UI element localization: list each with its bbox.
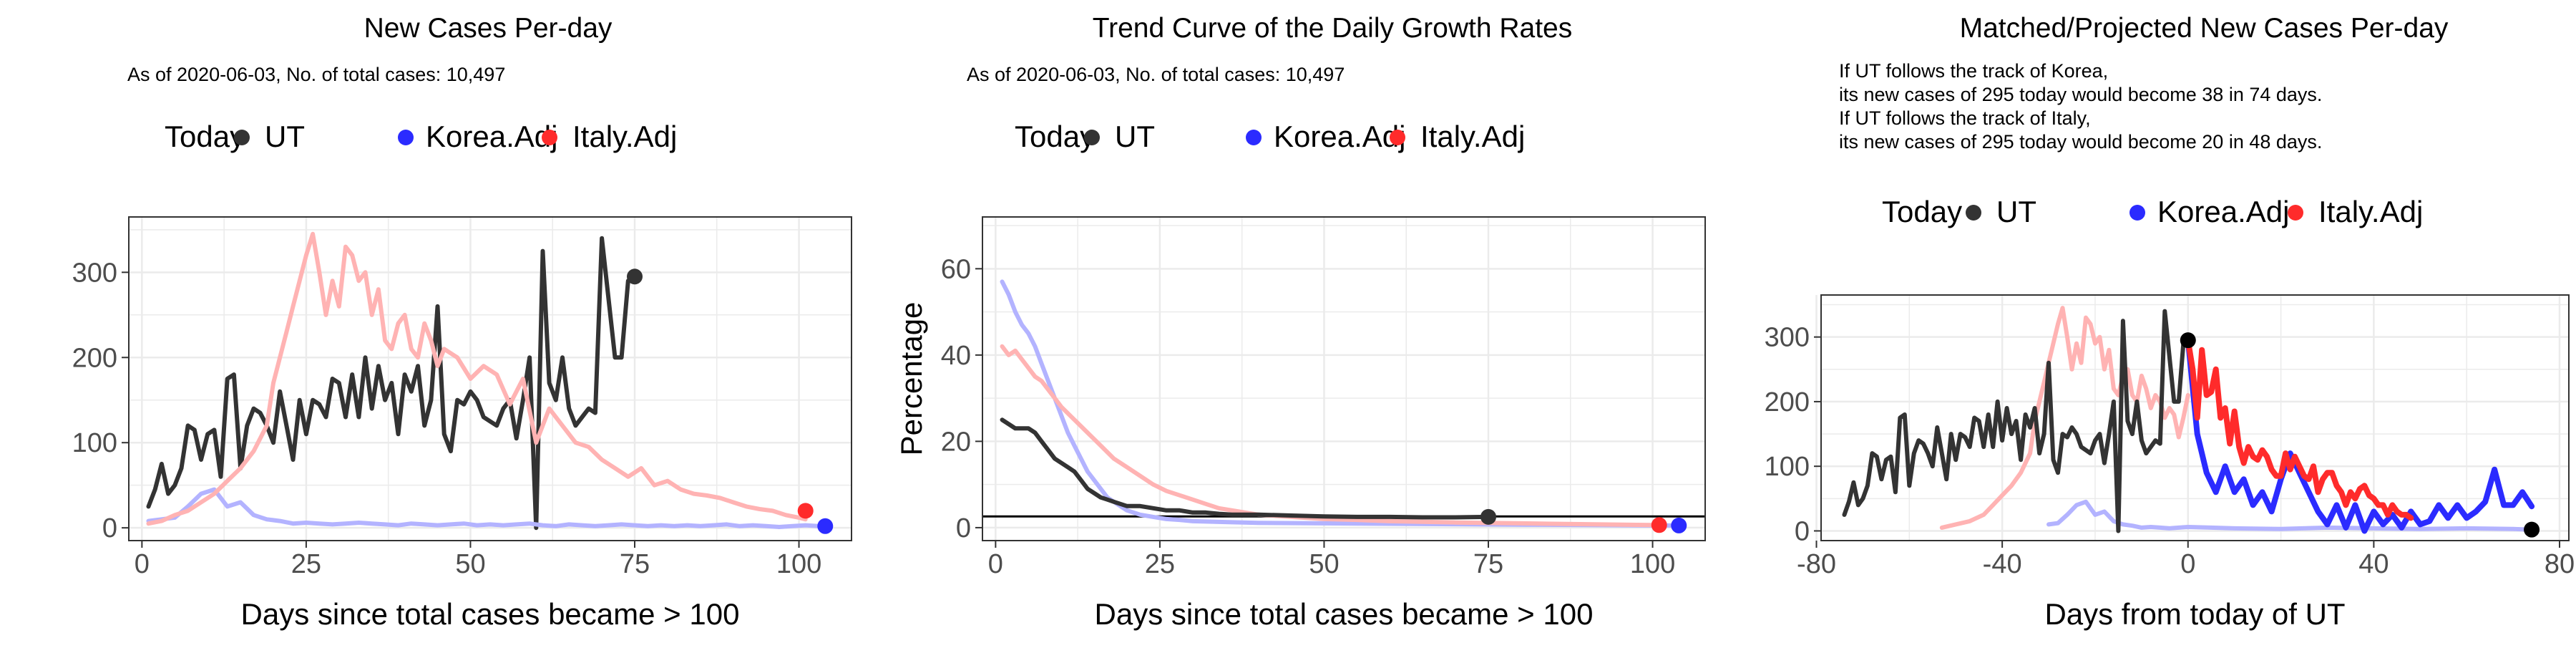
chart-subtitle-line: If UT follows the track of Italy,: [1839, 107, 2091, 129]
series-line-korea-adj: [146, 487, 828, 529]
today-point-ut: [2180, 332, 2196, 349]
chart-legend: Today UT Korea.Adj Italy.Adj: [1882, 195, 2423, 228]
y-tick-label: 200: [1765, 387, 1810, 417]
chart-legend: Today UT Korea.Adj Italy.Adj: [165, 120, 677, 153]
x-tick-label: 25: [1145, 549, 1175, 579]
y-tick-label: 0: [956, 513, 971, 543]
growth-rate-chart: Trend Curve of the Daily Growth Rates As …: [859, 0, 1717, 644]
x-tick-label: 100: [776, 549, 821, 579]
x-tick-label: 50: [455, 549, 485, 579]
y-tick-label: 0: [1795, 516, 1810, 546]
growth-rate-chart-svg: Trend Curve of the Daily Growth Rates As …: [894, 13, 1706, 631]
chart-subtitle-line: its new cases of 295 today would become …: [1839, 84, 2322, 105]
chart-subtitle-line: its new cases of 295 today would become …: [1839, 131, 2322, 153]
x-tick-label: 25: [291, 549, 321, 579]
legend-key-1: [2129, 205, 2145, 221]
plot-border: [128, 216, 852, 541]
series-line-korea-adj: [2046, 499, 2534, 532]
legend-key-1: [398, 130, 414, 145]
plot-area: [1842, 306, 2535, 534]
legend-key-0: [1084, 130, 1100, 145]
x-tick-label: -80: [1797, 549, 1836, 579]
plot-background: [982, 217, 1705, 541]
x-tick-label: 0: [135, 549, 150, 579]
x-tick-label: 75: [620, 549, 650, 579]
new-cases-chart: New Cases Per-day As of 2020-06-03, No. o…: [0, 0, 859, 644]
legend-title: Today: [1015, 120, 1095, 153]
today-point-korea-adj: [817, 518, 834, 534]
plot-area: [982, 279, 1705, 528]
y-tick-label: 40: [941, 341, 971, 371]
x-tick-label: 75: [1473, 549, 1503, 579]
x-tick-label: 80: [2545, 549, 2575, 579]
today-point-korea-adj: [1671, 517, 1687, 533]
legend-label: UT: [1996, 195, 2036, 228]
legend-label: Korea.Adj: [2157, 195, 2289, 228]
series-line-italy-adj: [1000, 344, 1662, 528]
new-cases-chart-svg: New Cases Per-day As of 2020-06-03, No. o…: [72, 13, 852, 631]
x-axis-label: Days since total cases became > 100: [241, 597, 740, 631]
plot-border: [982, 216, 1706, 541]
legend-label: UT: [1115, 120, 1155, 153]
legend-label: Korea.Adj: [426, 120, 557, 153]
legend-label: Korea.Adj: [1274, 120, 1405, 153]
projected-cases-chart: Matched/Projected New Cases Per-day If UT…: [1717, 0, 2576, 644]
chart-title: Trend Curve of the Daily Growth Rates: [1093, 13, 1572, 44]
plot-background: [129, 217, 852, 541]
chart-title: New Cases Per-day: [364, 13, 613, 44]
x-tick-label: 0: [2180, 549, 2195, 579]
x-axis-label: Days since total cases became > 100: [1095, 597, 1594, 631]
legend-key-2: [2288, 205, 2303, 221]
chart-subtitle-line: If UT follows the track of Korea,: [1839, 60, 2108, 82]
x-axis-label: Days from today of UT: [2044, 597, 2345, 631]
chart-legend: Today UT Korea.Adj Italy.Adj: [1015, 120, 1525, 153]
y-tick-label: 0: [102, 513, 117, 543]
y-tick-label: 20: [941, 427, 971, 457]
legend-title: Today: [1882, 195, 1962, 228]
today-point-korea-adj: [2524, 521, 2540, 538]
series-line-italy-adj: [2185, 337, 2414, 521]
x-tick-label: -40: [1983, 549, 2022, 579]
y-axis-label: Percentage: [894, 302, 928, 456]
y-tick-label: 300: [72, 258, 117, 288]
series-line-italy-adj: [146, 231, 808, 526]
y-tick-label: 100: [1765, 452, 1810, 482]
legend-label: Italy.Adj: [2318, 195, 2423, 228]
legend-label: UT: [265, 120, 305, 153]
chart-subtitle: As of 2020-06-03, No. of total cases: 10…: [127, 64, 505, 85]
today-point-ut: [1480, 508, 1496, 525]
plot-area: [146, 231, 828, 531]
series-line-italy-adj: [1939, 306, 2190, 530]
projected-cases-chart-svg: Matched/Projected New Cases Per-day If UT…: [1765, 13, 2575, 631]
legend-label: Italy.Adj: [572, 120, 677, 153]
legend-key-0: [1966, 205, 1981, 221]
legend-key-1: [1246, 130, 1262, 145]
y-tick-label: 200: [72, 343, 117, 373]
today-point-ut: [627, 269, 643, 285]
x-tick-label: 40: [2358, 549, 2389, 579]
legend-key-2: [542, 130, 557, 145]
x-tick-label: 0: [988, 549, 1003, 579]
series-line-ut: [1000, 417, 1491, 520]
today-point-italy-adj: [797, 503, 814, 519]
chart-subtitle: As of 2020-06-03, No. of total cases: 10…: [967, 64, 1345, 85]
y-tick-label: 100: [72, 428, 117, 458]
legend-key-2: [1390, 130, 1405, 145]
legend-key-0: [234, 130, 250, 145]
y-tick-label: 60: [941, 254, 971, 284]
x-tick-label: 50: [1309, 549, 1339, 579]
legend-label: Italy.Adj: [1420, 120, 1525, 153]
y-tick-label: 300: [1765, 323, 1810, 353]
series-line-korea-adj: [2185, 337, 2535, 534]
today-point-italy-adj: [1651, 517, 1667, 533]
x-tick-label: 100: [1630, 549, 1675, 579]
plot-border: [1820, 294, 2570, 541]
series-line-ut: [1842, 309, 2190, 533]
chart-title: Matched/Projected New Cases Per-day: [1960, 13, 2449, 44]
legend-title: Today: [165, 120, 245, 153]
series-line-ut: [146, 236, 637, 531]
